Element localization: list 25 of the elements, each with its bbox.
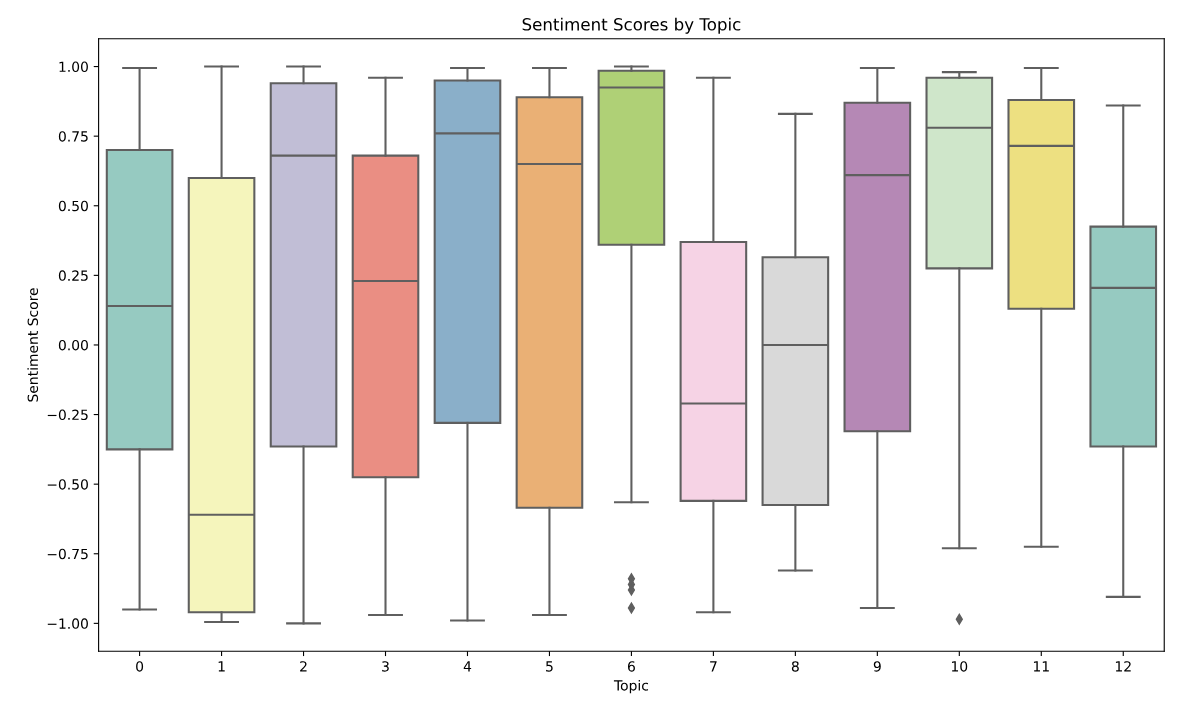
x-tick-label: 8: [791, 661, 799, 672]
y-tick-label: 0.50: [58, 200, 88, 212]
y-tick-label: −0.25: [47, 409, 88, 421]
y-tick-label: 1.00: [59, 61, 88, 73]
x-tick-label: 10: [952, 661, 968, 672]
chart-title: Sentiment Scores by Topic: [522, 17, 741, 34]
x-tick-label: 2: [300, 661, 307, 672]
y-tick-label: −1.00: [47, 618, 88, 629]
x-tick-label: 7: [710, 661, 717, 672]
x-tick-label: 4: [463, 661, 472, 672]
y-tick-label: 0.75: [58, 131, 88, 142]
x-tick-label: 12: [1115, 661, 1131, 672]
x-tick-label: 11: [1033, 661, 1049, 672]
x-tick-label: 5: [546, 661, 553, 672]
x-axis-title: Topic: [613, 679, 649, 694]
x-tick-label: 9: [873, 661, 881, 672]
x-tick-label: 1: [218, 661, 225, 672]
y-tick-label: −0.50: [47, 479, 88, 490]
y-axis-title: Sentiment Score: [27, 288, 39, 402]
x-tick-label: 0: [136, 661, 144, 672]
y-tick-label: −0.75: [47, 548, 88, 560]
x-tick-label: 3: [382, 661, 389, 672]
y-tick-label: 0.25: [58, 270, 88, 281]
y-tick-label: 0.00: [58, 339, 88, 351]
x-tick-label: 6: [627, 661, 635, 672]
